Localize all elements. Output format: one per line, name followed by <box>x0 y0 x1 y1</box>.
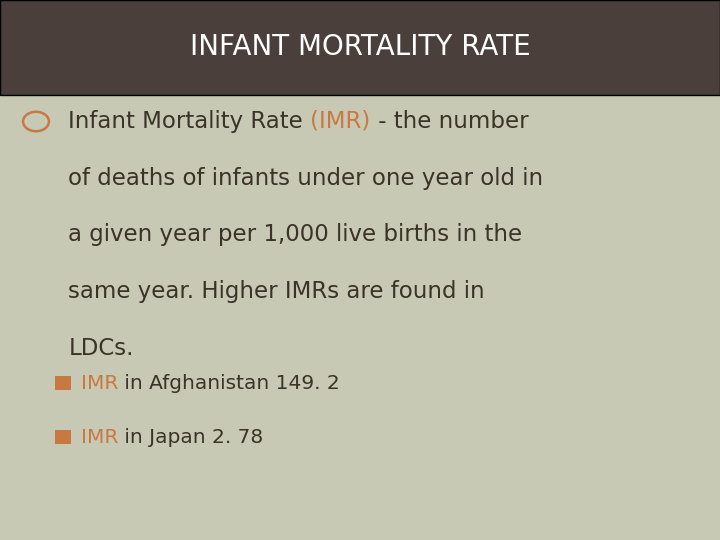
Text: LDCs.: LDCs. <box>68 337 134 360</box>
Text: - the number: - the number <box>371 110 528 133</box>
Text: (IMR): (IMR) <box>310 110 371 133</box>
FancyBboxPatch shape <box>55 430 71 444</box>
Text: same year. Higher IMRs are found in: same year. Higher IMRs are found in <box>68 280 485 303</box>
FancyBboxPatch shape <box>0 0 720 94</box>
Text: in Japan 2. 78: in Japan 2. 78 <box>118 428 264 447</box>
Text: INFANT MORTALITY RATE: INFANT MORTALITY RATE <box>189 33 531 61</box>
Text: IMR: IMR <box>81 428 118 447</box>
Text: Infant Mortality Rate: Infant Mortality Rate <box>68 110 310 133</box>
FancyBboxPatch shape <box>55 376 71 390</box>
Text: a given year per 1,000 live births in the: a given year per 1,000 live births in th… <box>68 224 523 246</box>
Text: of deaths of infants under one year old in: of deaths of infants under one year old … <box>68 167 544 190</box>
Text: IMR: IMR <box>81 374 118 393</box>
Text: in Afghanistan 149. 2: in Afghanistan 149. 2 <box>118 374 340 393</box>
